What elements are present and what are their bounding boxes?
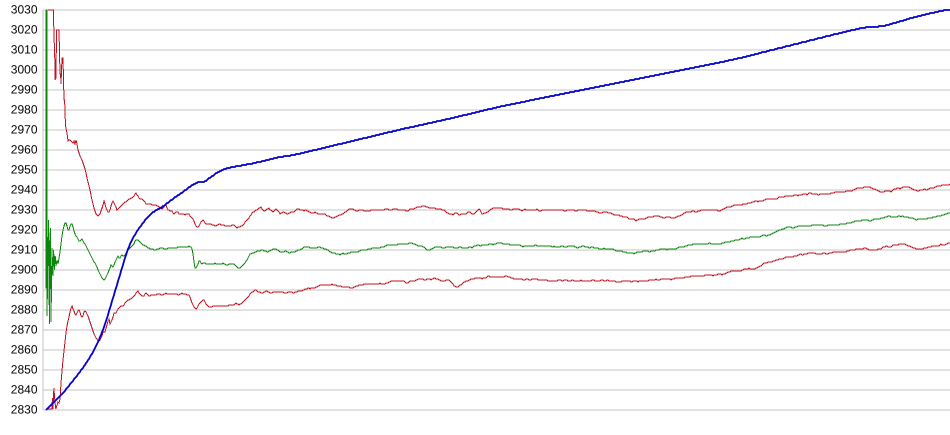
svg-text:2850: 2850 [11, 363, 38, 377]
svg-text:2970: 2970 [11, 123, 38, 137]
svg-text:2980: 2980 [11, 103, 38, 117]
svg-text:2840: 2840 [11, 383, 38, 397]
svg-text:2990: 2990 [11, 83, 38, 97]
svg-text:2870: 2870 [11, 323, 38, 337]
svg-text:2930: 2930 [11, 203, 38, 217]
svg-text:2860: 2860 [11, 343, 38, 357]
svg-text:2960: 2960 [11, 143, 38, 157]
svg-text:3030: 3030 [11, 3, 38, 17]
svg-text:2830: 2830 [11, 403, 38, 417]
svg-text:2920: 2920 [11, 223, 38, 237]
svg-text:2880: 2880 [11, 303, 38, 317]
svg-text:2940: 2940 [11, 183, 38, 197]
svg-text:2890: 2890 [11, 283, 38, 297]
svg-text:2910: 2910 [11, 243, 38, 257]
svg-text:2950: 2950 [11, 163, 38, 177]
svg-text:3000: 3000 [11, 63, 38, 77]
svg-text:2900: 2900 [11, 263, 38, 277]
svg-text:3020: 3020 [11, 23, 38, 37]
svg-text:3010: 3010 [11, 43, 38, 57]
